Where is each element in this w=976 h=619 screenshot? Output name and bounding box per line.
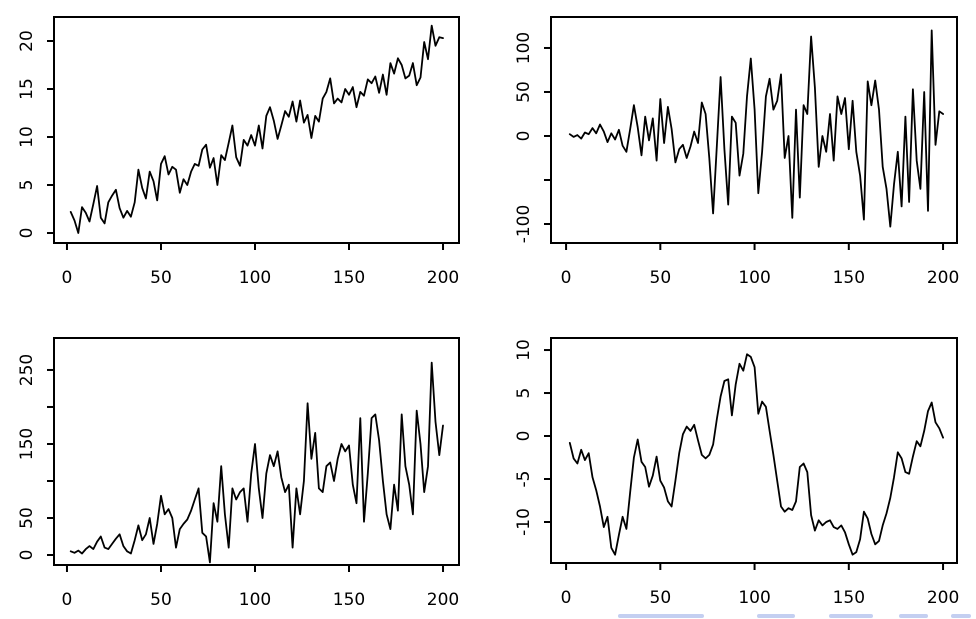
series-line bbox=[69, 24, 444, 234]
x-tick-label: 200 bbox=[927, 268, 959, 288]
y-tick-label: 10 bbox=[17, 126, 37, 148]
panel-bottom-left: 0 50 100 150 200 0 50 150 250 bbox=[17, 337, 460, 610]
y-tick-label: 50 bbox=[17, 507, 37, 529]
x-tick-label: 50 bbox=[150, 268, 172, 288]
y-tick-label: 0 bbox=[514, 431, 534, 442]
x-tick-label: 150 bbox=[833, 588, 865, 608]
y-tick-label: 100 bbox=[514, 32, 534, 64]
x-tick-label: 200 bbox=[927, 588, 959, 608]
y-tick-label: 10 bbox=[514, 339, 534, 361]
x-tick-label: 100 bbox=[239, 590, 271, 610]
plot-box bbox=[550, 337, 958, 564]
y-tick-label: 0 bbox=[17, 228, 37, 239]
panel-bottom-right: 0 50 100 150 200 -10 -5 0 5 10 bbox=[514, 337, 959, 608]
caption-fragment bbox=[899, 614, 928, 618]
y-tick-label: 250 bbox=[17, 354, 37, 386]
plot-box bbox=[53, 337, 460, 566]
panel-top-right: 0 50 100 150 200 -100 0 50 100 bbox=[514, 16, 959, 288]
x-tick-label: 0 bbox=[561, 588, 572, 608]
series-line bbox=[568, 29, 945, 228]
y-tick-label: 5 bbox=[514, 388, 534, 399]
y-tick-label: 5 bbox=[17, 180, 37, 191]
y-tick-label: 50 bbox=[514, 81, 534, 103]
series-line bbox=[69, 361, 444, 564]
x-tick-label: 100 bbox=[738, 268, 770, 288]
x-tick-label: 0 bbox=[561, 268, 572, 288]
y-tick-label: 0 bbox=[514, 131, 534, 142]
x-tick-label: 50 bbox=[150, 590, 172, 610]
x-tick-label: 100 bbox=[239, 268, 271, 288]
x-tick-label: 150 bbox=[333, 590, 365, 610]
y-tick-label: 20 bbox=[17, 30, 37, 52]
panel-top-left: 0 50 100 150 200 0 5 10 15 20 bbox=[17, 16, 460, 288]
x-tick-label: 50 bbox=[650, 268, 672, 288]
y-tick-label: 150 bbox=[17, 428, 37, 460]
plot-box bbox=[550, 16, 958, 244]
y-tick-label: -100 bbox=[514, 205, 534, 244]
caption-fragment bbox=[829, 614, 873, 618]
x-tick-label: 200 bbox=[427, 590, 459, 610]
series-line bbox=[568, 353, 945, 556]
caption-fragment bbox=[618, 614, 704, 618]
x-tick-label: 0 bbox=[62, 268, 73, 288]
y-tick-label: -5 bbox=[514, 471, 534, 488]
plot-box bbox=[53, 16, 460, 244]
x-tick-label: 50 bbox=[650, 588, 672, 608]
y-tick-label: 0 bbox=[17, 550, 37, 561]
x-tick-label: 150 bbox=[333, 268, 365, 288]
x-tick-label: 200 bbox=[427, 268, 459, 288]
caption-fragment bbox=[757, 614, 795, 618]
y-tick-label: -10 bbox=[514, 508, 534, 536]
x-tick-label: 150 bbox=[833, 268, 865, 288]
x-tick-label: 100 bbox=[738, 588, 770, 608]
x-tick-label: 0 bbox=[62, 590, 73, 610]
y-tick-label: 15 bbox=[17, 78, 37, 100]
caption-fragment bbox=[951, 614, 971, 618]
